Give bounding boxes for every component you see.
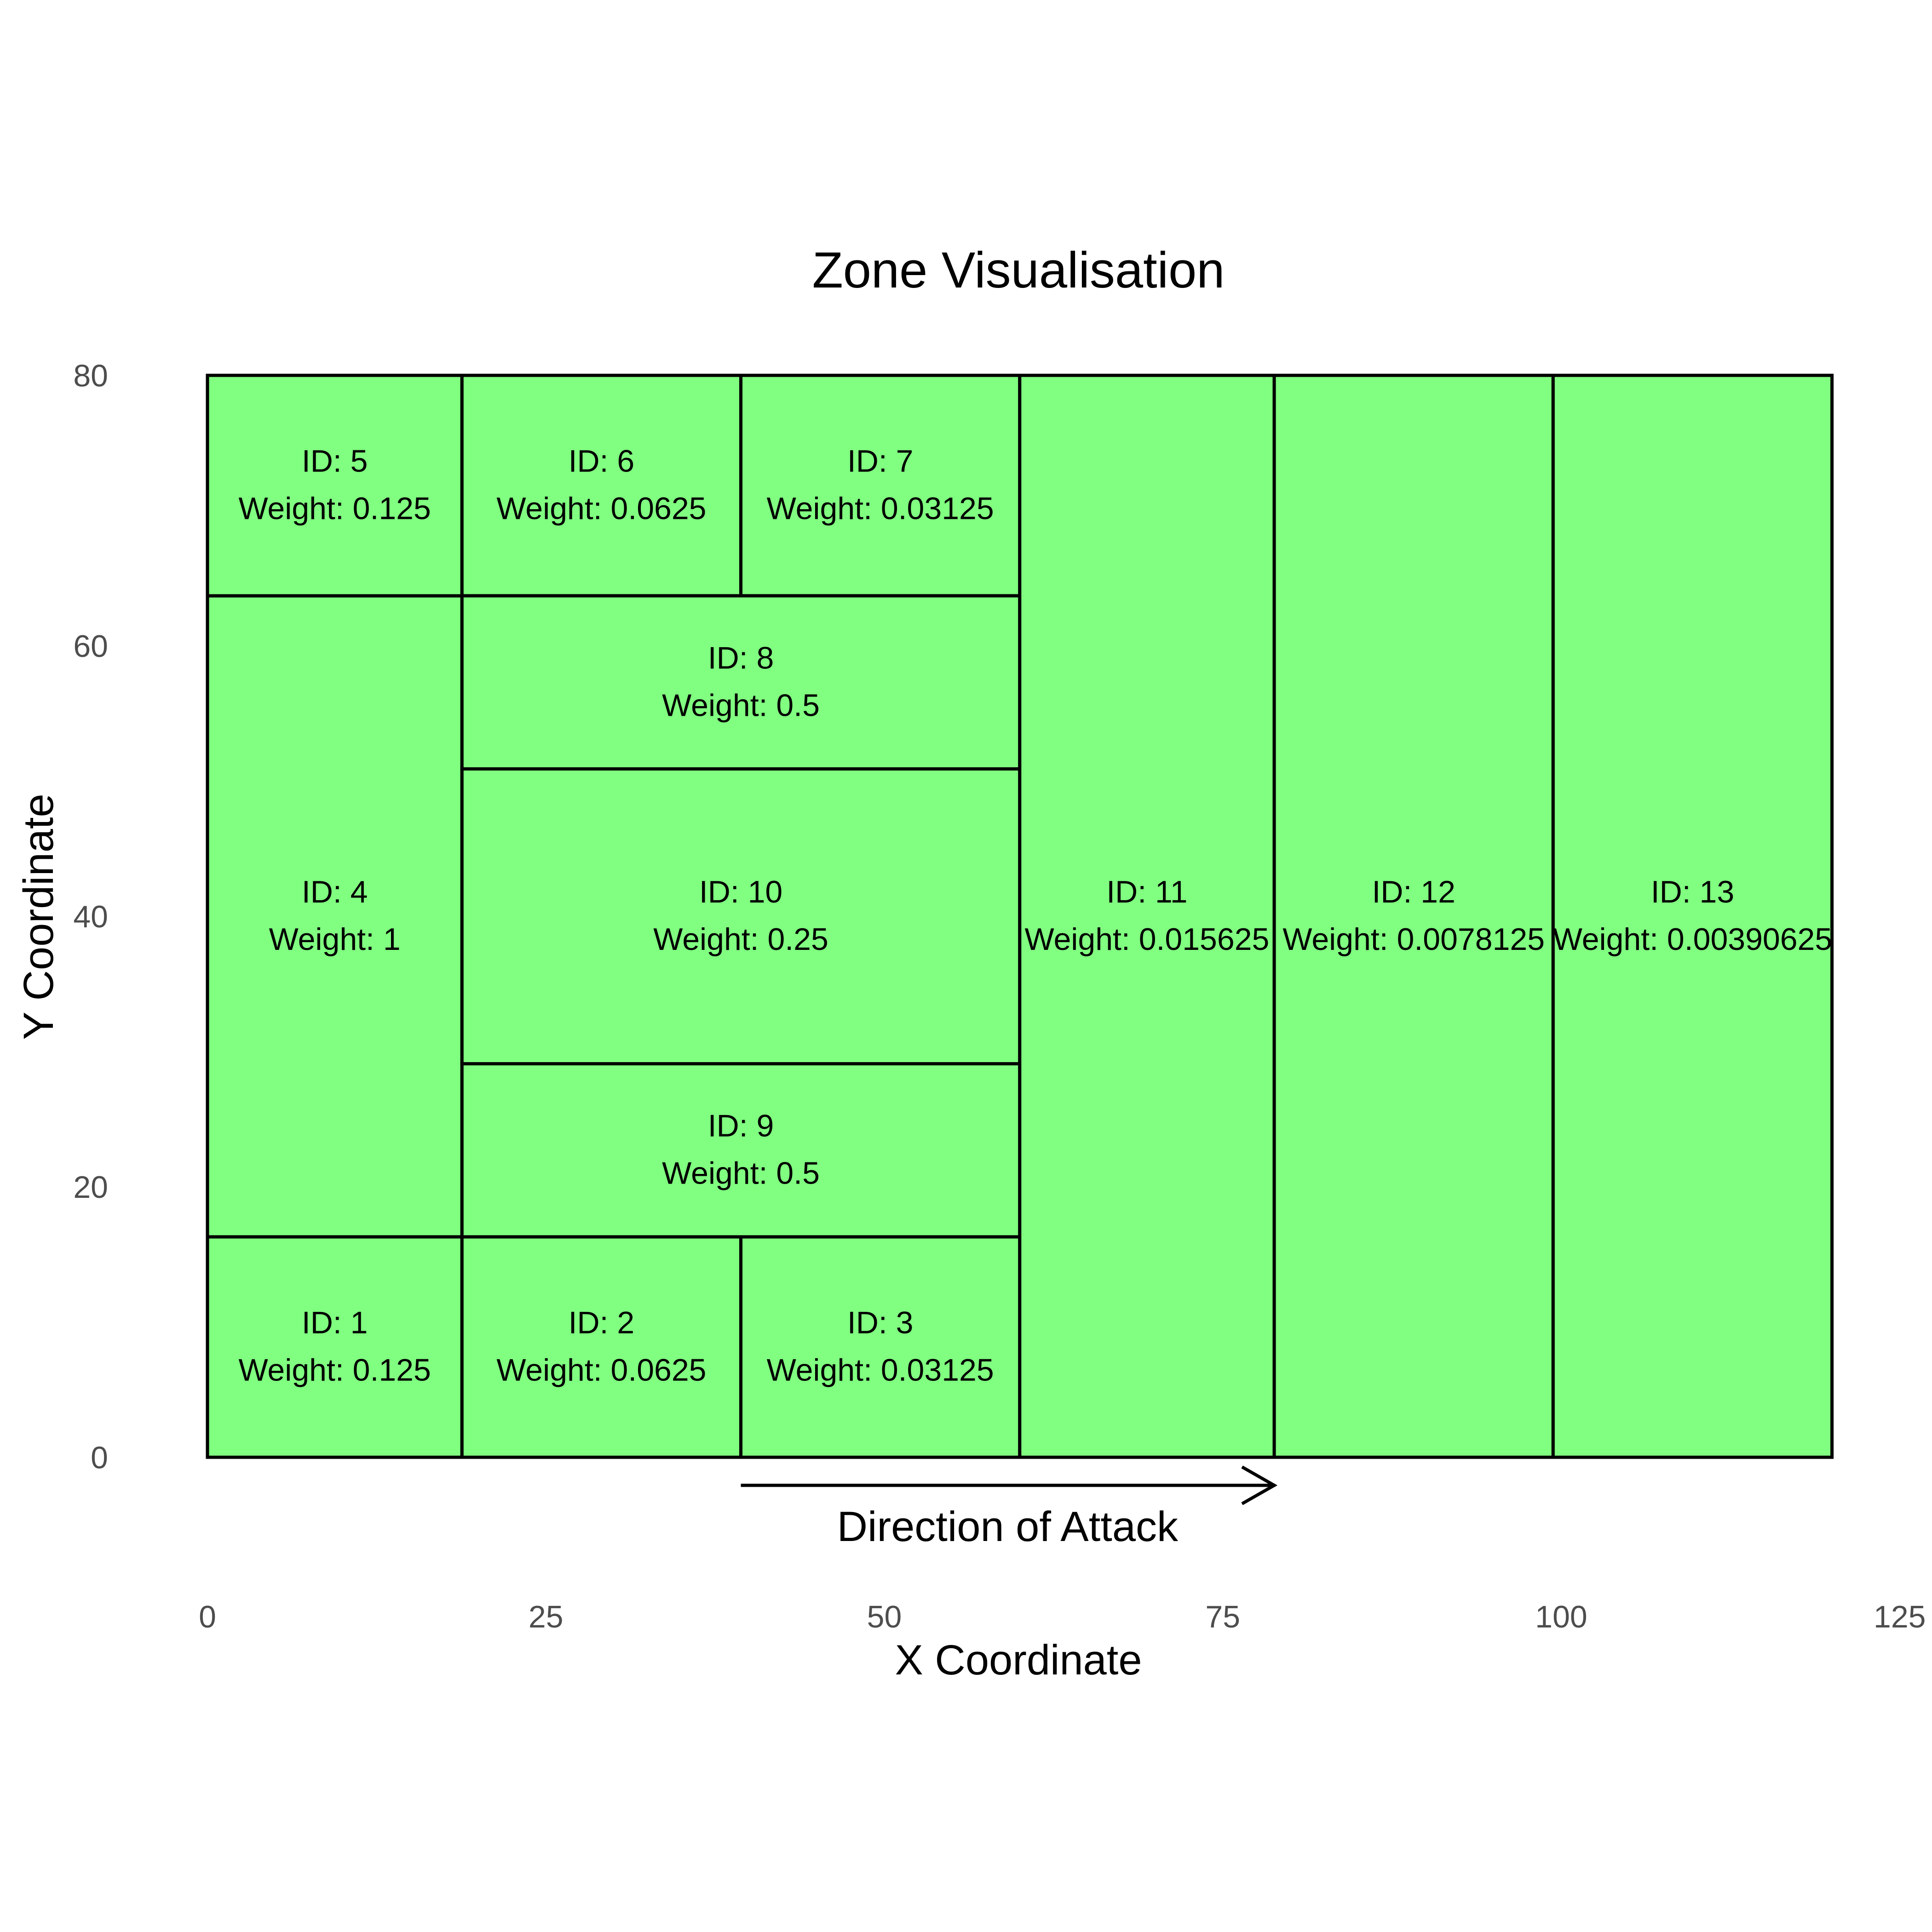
zone-6: ID: 6 Weight: 0.0625 — [460, 374, 743, 598]
zone-id-label: ID: 2 — [569, 1305, 635, 1340]
zone-weight-label: Weight: 0.015625 — [1025, 922, 1270, 957]
zone-11: ID: 11 Weight: 0.015625 — [1018, 374, 1276, 1459]
chart-title: Zone Visualisation — [812, 242, 1225, 299]
zone-weight-label: Weight: 0.0625 — [496, 1352, 706, 1387]
zone-id-label: ID: 9 — [708, 1109, 774, 1144]
zone-id-label: ID: 12 — [1372, 874, 1455, 909]
x-tick-label: 125 — [1874, 1599, 1926, 1634]
zone-id-label: ID: 11 — [1106, 874, 1187, 909]
zone-rect — [460, 374, 743, 598]
zone-rect — [1272, 374, 1555, 1459]
zone-2: ID: 2 Weight: 0.0625 — [460, 1235, 743, 1459]
zone-weight-label: Weight: 0.125 — [238, 491, 431, 526]
zone-weight-label: Weight: 0.0078125 — [1282, 922, 1545, 957]
zone-weight-label: Weight: 0.5 — [662, 688, 820, 723]
zone-rect — [460, 767, 1022, 1065]
zone-weight-label: Weight: 1 — [269, 922, 401, 957]
direction-of-attack-label: Direction of Attack — [837, 1503, 1179, 1550]
zone-rect — [1551, 374, 1834, 1459]
zone-rect — [460, 1235, 743, 1459]
zone-weight-label: Weight: 0.00390625 — [1553, 922, 1832, 957]
x-axis-label: X Coordinate — [895, 1637, 1142, 1684]
zone-10: ID: 10 Weight: 0.25 — [460, 767, 1022, 1065]
zone-rect — [739, 1235, 1022, 1459]
zone-8: ID: 8 Weight: 0.5 — [460, 594, 1022, 771]
zone-rect — [206, 1235, 464, 1459]
y-axis-label: Y Coordinate — [15, 794, 62, 1040]
x-tick-label: 50 — [867, 1599, 902, 1634]
zone-rect — [460, 1062, 1022, 1239]
y-tick-label: 60 — [73, 629, 108, 664]
zone-id-label: ID: 8 — [708, 640, 774, 675]
zone-id-label: ID: 13 — [1651, 874, 1734, 909]
zone-9: ID: 9 Weight: 0.5 — [460, 1062, 1022, 1239]
x-tick-label: 100 — [1535, 1599, 1587, 1634]
arrow-head — [1241, 1465, 1278, 1506]
zone-id-label: ID: 3 — [847, 1305, 914, 1340]
zone-4: ID: 4 Weight: 1 — [206, 594, 464, 1239]
zone-rect — [206, 594, 464, 1239]
y-tick-label: 80 — [73, 358, 108, 393]
zone-rect — [206, 374, 464, 598]
zone-id-label: ID: 7 — [847, 444, 914, 479]
zone-id-label: ID: 6 — [569, 444, 635, 479]
x-tick-label: 0 — [199, 1599, 216, 1634]
zone-1: ID: 1 Weight: 0.125 — [206, 1235, 464, 1459]
y-tick-label: 40 — [73, 899, 108, 934]
zone-weight-label: Weight: 0.03125 — [767, 1352, 994, 1387]
y-axis-ticks: 0 20 40 60 80 — [73, 358, 108, 1475]
zone-rect — [1018, 374, 1276, 1459]
zone-weight-label: Weight: 0.25 — [653, 922, 828, 957]
x-axis-ticks: 0 25 50 75 100 125 — [199, 1599, 1926, 1634]
zone-rect — [460, 594, 1022, 771]
zone-weight-label: Weight: 0.5 — [662, 1156, 820, 1191]
zone-rect — [739, 374, 1022, 598]
zone-id-label: ID: 4 — [302, 874, 368, 909]
zone-weight-label: Weight: 0.125 — [238, 1352, 431, 1387]
x-tick-label: 75 — [1205, 1599, 1240, 1634]
zone-13: ID: 13 Weight: 0.00390625 — [1551, 374, 1834, 1459]
zone-7: ID: 7 Weight: 0.03125 — [739, 374, 1022, 598]
direction-arrow — [741, 1465, 1278, 1506]
zone-3: ID: 3 Weight: 0.03125 — [739, 1235, 1022, 1459]
y-tick-label: 20 — [73, 1170, 108, 1205]
zone-id-label: ID: 10 — [699, 874, 782, 909]
zone-id-label: ID: 5 — [302, 444, 368, 479]
zone-weight-label: Weight: 0.0625 — [496, 491, 706, 526]
x-tick-label: 25 — [529, 1599, 564, 1634]
zone-id-label: ID: 1 — [302, 1305, 368, 1340]
zone-12: ID: 12 Weight: 0.0078125 — [1272, 374, 1555, 1459]
zone-5: ID: 5 Weight: 0.125 — [206, 374, 464, 598]
y-tick-label: 0 — [91, 1440, 108, 1475]
zone-weight-label: Weight: 0.03125 — [767, 491, 994, 526]
